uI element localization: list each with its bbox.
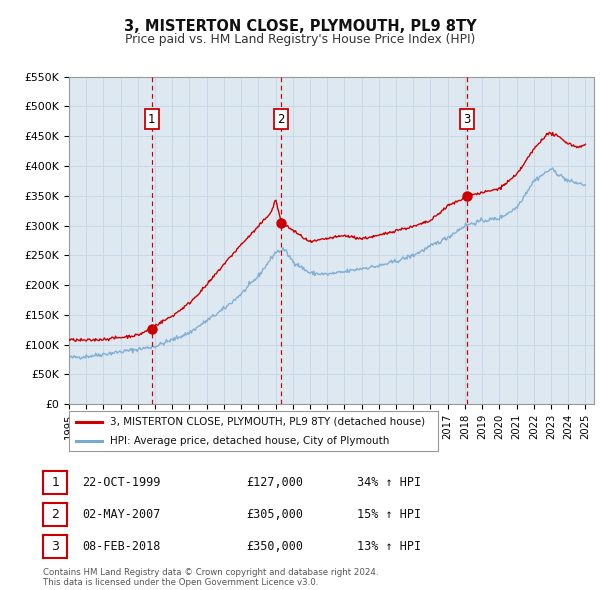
Text: 3, MISTERTON CLOSE, PLYMOUTH, PL9 8TY (detached house): 3, MISTERTON CLOSE, PLYMOUTH, PL9 8TY (d… — [110, 417, 425, 427]
Text: HPI: Average price, detached house, City of Plymouth: HPI: Average price, detached house, City… — [110, 436, 389, 446]
Text: 3: 3 — [51, 540, 59, 553]
Text: 2: 2 — [277, 113, 285, 126]
Text: 02-MAY-2007: 02-MAY-2007 — [82, 508, 161, 521]
Text: 1: 1 — [51, 476, 59, 489]
Text: Price paid vs. HM Land Registry's House Price Index (HPI): Price paid vs. HM Land Registry's House … — [125, 33, 475, 46]
Text: 3, MISTERTON CLOSE, PLYMOUTH, PL9 8TY: 3, MISTERTON CLOSE, PLYMOUTH, PL9 8TY — [124, 19, 476, 34]
Text: 13% ↑ HPI: 13% ↑ HPI — [357, 540, 421, 553]
Text: 3: 3 — [463, 113, 470, 126]
Text: Contains HM Land Registry data © Crown copyright and database right 2024.: Contains HM Land Registry data © Crown c… — [43, 568, 379, 577]
Text: 08-FEB-2018: 08-FEB-2018 — [82, 540, 161, 553]
Text: 1: 1 — [148, 113, 155, 126]
Text: This data is licensed under the Open Government Licence v3.0.: This data is licensed under the Open Gov… — [43, 578, 319, 587]
Text: £350,000: £350,000 — [246, 540, 303, 553]
Text: 22-OCT-1999: 22-OCT-1999 — [82, 476, 161, 489]
Text: 2: 2 — [51, 508, 59, 521]
Text: £305,000: £305,000 — [246, 508, 303, 521]
Text: £127,000: £127,000 — [246, 476, 303, 489]
Text: 34% ↑ HPI: 34% ↑ HPI — [357, 476, 421, 489]
Text: 15% ↑ HPI: 15% ↑ HPI — [357, 508, 421, 521]
